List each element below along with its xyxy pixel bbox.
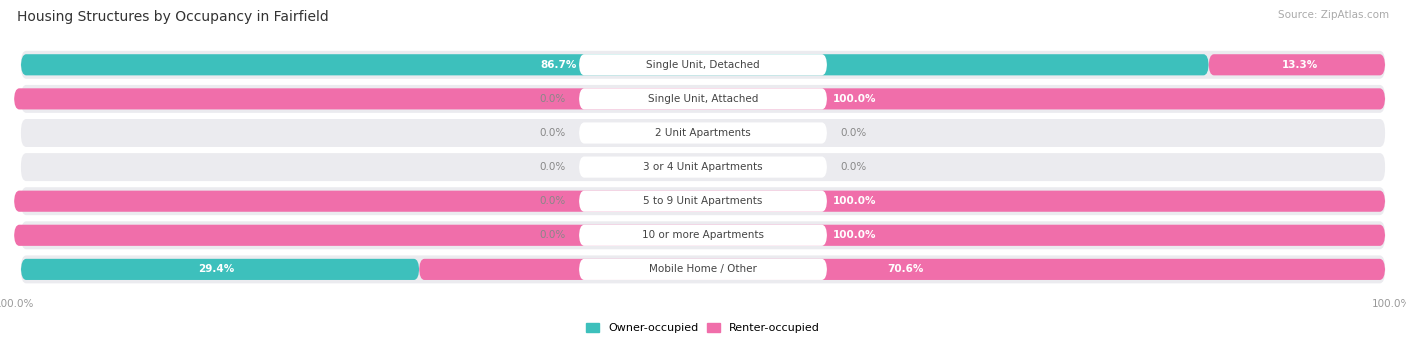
FancyBboxPatch shape [579, 259, 827, 280]
Text: 0.0%: 0.0% [538, 162, 565, 172]
FancyBboxPatch shape [21, 119, 1385, 147]
Text: 100.0%: 100.0% [832, 196, 876, 206]
Text: 0.0%: 0.0% [841, 128, 868, 138]
FancyBboxPatch shape [14, 225, 1385, 246]
FancyBboxPatch shape [21, 221, 1385, 249]
FancyBboxPatch shape [21, 54, 1209, 75]
FancyBboxPatch shape [21, 259, 419, 280]
Text: 70.6%: 70.6% [887, 264, 924, 275]
Text: 100.0%: 100.0% [832, 230, 876, 240]
Text: 29.4%: 29.4% [198, 264, 235, 275]
Text: 0.0%: 0.0% [538, 196, 565, 206]
FancyBboxPatch shape [21, 187, 1385, 215]
FancyBboxPatch shape [1209, 54, 1385, 75]
Text: 86.7%: 86.7% [540, 60, 576, 70]
Text: Single Unit, Detached: Single Unit, Detached [647, 60, 759, 70]
FancyBboxPatch shape [14, 191, 1385, 212]
Text: Housing Structures by Occupancy in Fairfield: Housing Structures by Occupancy in Fairf… [17, 10, 329, 24]
FancyBboxPatch shape [419, 259, 1385, 280]
Text: Source: ZipAtlas.com: Source: ZipAtlas.com [1278, 10, 1389, 20]
FancyBboxPatch shape [579, 157, 827, 178]
FancyBboxPatch shape [21, 255, 1385, 283]
Text: 10 or more Apartments: 10 or more Apartments [643, 230, 763, 240]
FancyBboxPatch shape [579, 191, 827, 212]
FancyBboxPatch shape [14, 88, 1385, 109]
Legend: Owner-occupied, Renter-occupied: Owner-occupied, Renter-occupied [586, 323, 820, 333]
Text: Single Unit, Attached: Single Unit, Attached [648, 94, 758, 104]
Text: 0.0%: 0.0% [841, 162, 868, 172]
Text: 13.3%: 13.3% [1282, 60, 1319, 70]
Text: 100.0%: 100.0% [832, 94, 876, 104]
FancyBboxPatch shape [579, 54, 827, 75]
FancyBboxPatch shape [579, 225, 827, 246]
Text: 2 Unit Apartments: 2 Unit Apartments [655, 128, 751, 138]
FancyBboxPatch shape [579, 88, 827, 109]
Text: 0.0%: 0.0% [538, 230, 565, 240]
FancyBboxPatch shape [21, 153, 1385, 181]
Text: Mobile Home / Other: Mobile Home / Other [650, 264, 756, 275]
Text: 0.0%: 0.0% [538, 128, 565, 138]
FancyBboxPatch shape [579, 122, 827, 144]
FancyBboxPatch shape [21, 85, 1385, 113]
FancyBboxPatch shape [21, 51, 1385, 79]
Text: 0.0%: 0.0% [538, 94, 565, 104]
Text: 5 to 9 Unit Apartments: 5 to 9 Unit Apartments [644, 196, 762, 206]
Text: 3 or 4 Unit Apartments: 3 or 4 Unit Apartments [643, 162, 763, 172]
